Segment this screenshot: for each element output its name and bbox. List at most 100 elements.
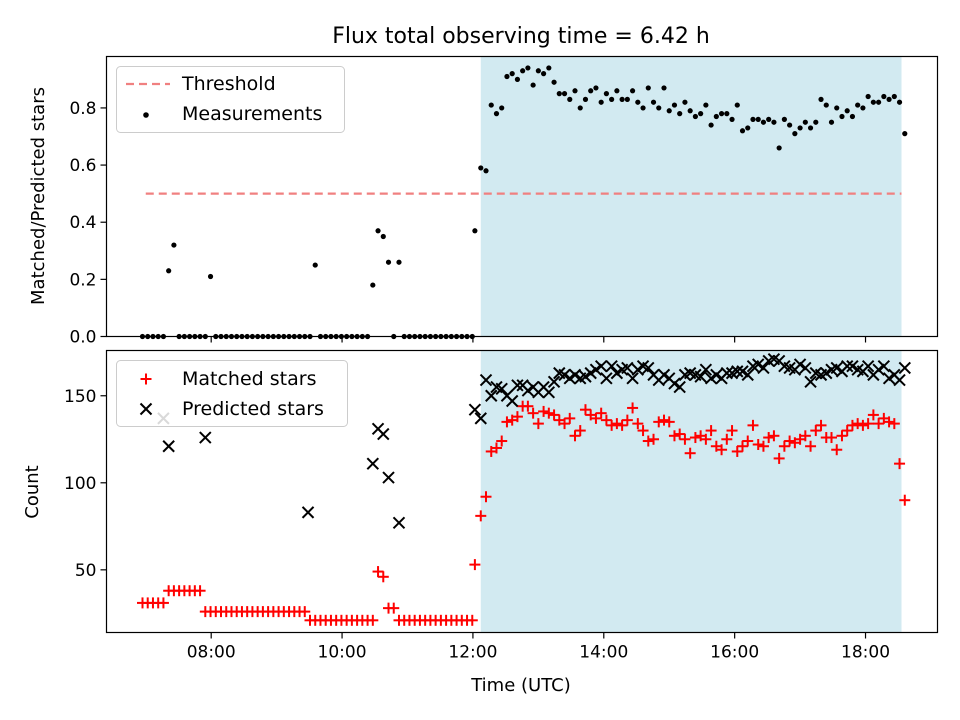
measurement-point [629, 88, 636, 94]
measurement-point [488, 102, 494, 108]
measurement-point [551, 79, 557, 85]
matched-stars-point [815, 419, 827, 431]
matched-stars-point [852, 418, 864, 430]
measurement-point [698, 111, 704, 117]
measurement-point [839, 113, 845, 120]
legend-predicted-label: Predicted stars [182, 398, 324, 420]
measurement-point [891, 93, 897, 100]
matched-stars-point [825, 432, 837, 444]
predicted-stars-point [898, 361, 911, 375]
measurement-point [661, 85, 667, 91]
measurement-point [771, 119, 777, 125]
measurement-point [567, 96, 573, 102]
x-tick-label: 18:00 [841, 643, 890, 663]
matched-stars-point [595, 407, 607, 419]
bottom-legend: Matched stars Predicted stars [116, 360, 348, 427]
legend-threshold-label: Threshold [181, 73, 276, 95]
bottom-axes-frame [105, 349, 939, 634]
predicted-stars-point [495, 382, 508, 396]
y-tick-label-top: 0.2 [69, 270, 96, 290]
measurement-point [797, 125, 803, 131]
matched-stars-point [731, 445, 743, 457]
measurement-point [619, 96, 625, 102]
x-tick-label: 16:00 [710, 643, 759, 663]
matched-stars-point [773, 452, 785, 464]
measurement-point [844, 108, 850, 114]
matched-stars-point [372, 566, 384, 578]
measurement-point [886, 96, 892, 102]
matched-stars-point [857, 419, 869, 431]
measurement-point [656, 105, 662, 111]
measurement-point [166, 268, 172, 274]
measurement-point [499, 105, 505, 111]
matched-stars-point [548, 409, 560, 421]
top-y-axis-label: Matched/Predicted stars [28, 87, 49, 305]
measurement-point [828, 119, 835, 125]
measurement-point [640, 105, 646, 111]
legend-matched-swatch [140, 373, 152, 385]
measurement-point [666, 108, 672, 114]
measurement-point [865, 93, 871, 100]
matched-stars-point [466, 614, 478, 626]
measurement-point [902, 131, 908, 137]
measurement-point [781, 116, 787, 122]
measurement-point [792, 131, 798, 137]
predicted-stars-point [694, 370, 707, 383]
measurement-point [881, 93, 887, 100]
predicted-stars-point [861, 359, 875, 373]
measurement-point [556, 91, 562, 97]
predicted-stars-point [377, 427, 390, 441]
measurement-point [703, 102, 709, 108]
matched-stars-point [737, 440, 749, 452]
measurement-point [755, 116, 761, 122]
measurement-point [818, 96, 824, 102]
x-tick-label: 10:00 [318, 643, 367, 663]
measurement-point [650, 99, 657, 105]
matched-stars-point [899, 494, 911, 506]
predicted-stars-point [468, 403, 482, 416]
measurement-point [561, 91, 568, 97]
matched-stars-point [757, 440, 769, 452]
matched-stars-point [538, 405, 550, 417]
predicted-stars-point [799, 361, 812, 375]
predicted-stars-point [840, 359, 854, 373]
x-tick-label: 14:00 [579, 643, 628, 663]
measurement-point [598, 99, 604, 105]
matched-stars-point [564, 412, 576, 424]
matched-stars-point [799, 430, 811, 442]
predicted-stars-point [547, 375, 561, 389]
measurement-point [588, 88, 594, 94]
top-legend: Threshold Measurements [116, 66, 345, 133]
predicted-stars-point [199, 431, 212, 444]
predicted-stars-point [301, 506, 315, 519]
predicted-stars-point [474, 412, 487, 425]
matched-stars-point [658, 414, 670, 426]
measurement-point [745, 125, 751, 131]
matched-stars-point [768, 430, 780, 442]
top-axes-frame [105, 55, 939, 338]
x-tick-label: 12:00 [448, 643, 497, 663]
matched-stars-point [543, 407, 555, 419]
measurement-point [766, 116, 772, 122]
matched-stars-point [616, 419, 628, 431]
matched-stars-point [784, 435, 796, 447]
y-tick-label-bottom: 100 [64, 474, 96, 494]
measurement-point [849, 113, 856, 120]
predicted-stars-point [877, 359, 891, 373]
measurement-point [530, 82, 536, 88]
measurement-point [540, 71, 547, 77]
matched-stars-point [490, 442, 502, 454]
legend-predicted-swatch [139, 402, 153, 416]
matched-stars-point [606, 419, 618, 431]
measurement-point [385, 259, 392, 265]
measurement-point [834, 105, 840, 111]
measurement-point [734, 102, 740, 108]
matched-stars-point [501, 416, 513, 428]
matched-stars-point [621, 414, 633, 426]
matched-stars-point [700, 433, 712, 445]
predicted-stars-point [511, 379, 524, 392]
matched-stars-point [632, 418, 644, 430]
measurement-point [572, 88, 578, 94]
legend-measurements-label: Measurements [182, 103, 322, 125]
